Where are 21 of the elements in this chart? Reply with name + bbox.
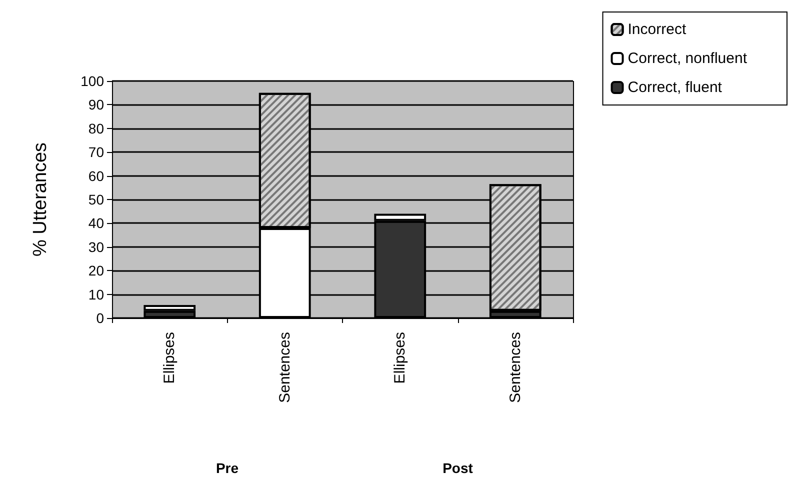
x-tick-label: Ellipses	[392, 332, 409, 384]
y-tick-label: 40	[88, 215, 104, 232]
legend-label: Correct, nonfluent	[628, 50, 748, 67]
x-tick-label: Sentences	[276, 332, 294, 403]
x-tick-label: Ellipses	[161, 332, 178, 384]
x-tick-label: Sentences	[506, 332, 524, 403]
y-tick-label: 90	[88, 96, 104, 113]
y-tick-label: 20	[88, 262, 104, 279]
y-tick-label: 50	[88, 192, 104, 208]
y-tick-label: 0	[96, 310, 104, 326]
y-tick-label: 100	[80, 73, 104, 89]
y-tick-label: 60	[88, 168, 104, 184]
y-tick-label: 30	[88, 238, 104, 255]
legend-label: Incorrect	[628, 21, 687, 38]
y-axis-title: % Utterances	[30, 142, 51, 257]
y-tick-label: 80	[88, 120, 104, 136]
text: Post	[442, 460, 474, 476]
legend-label: Correct, fluent	[628, 79, 723, 96]
y-tick-label: 70	[88, 144, 104, 160]
y-tick-label: 10	[88, 286, 104, 302]
text: Pre	[216, 460, 239, 476]
